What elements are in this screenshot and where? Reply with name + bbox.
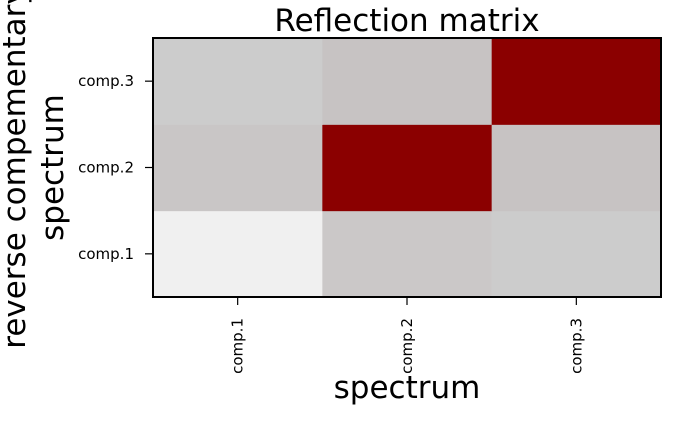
y-tick-label: comp.2 <box>78 159 134 177</box>
heatmap-cell-comp.2-comp.1 <box>153 124 323 212</box>
y-axis-title-line-1: reverse compementary <box>0 0 33 349</box>
x-axis-title: spectrum <box>334 370 481 406</box>
heatmap-cell-comp.2-comp.3 <box>491 124 662 212</box>
y-tick-label: comp.3 <box>78 72 134 90</box>
chart-title: Reflection matrix <box>274 3 539 39</box>
heatmap-cell-comp.1-comp.1 <box>153 210 323 298</box>
heatmap-cell-comp.1-comp.3 <box>491 210 662 298</box>
heatmap-cell-comp.3-comp.2 <box>322 38 493 125</box>
y-axis-title-line-2: spectrum <box>35 94 71 241</box>
x-tick-label: comp.2 <box>398 318 416 374</box>
x-axis: comp.1 comp.2 comp.3 <box>229 297 585 374</box>
x-tick-label: comp.1 <box>229 318 247 374</box>
heatmap-cells <box>153 38 662 298</box>
heatmap-cell-comp.1-comp.2 <box>322 210 493 298</box>
heatmap-cell-comp.2-comp.2 <box>322 124 493 212</box>
y-tick-label: comp.1 <box>78 245 134 263</box>
x-tick-label: comp.3 <box>567 318 585 374</box>
heatmap-cell-comp.3-comp.1 <box>153 38 323 125</box>
heatmap-cell-comp.3-comp.3 <box>491 38 662 125</box>
y-axis: comp.1 comp.2 comp.3 <box>78 72 153 263</box>
